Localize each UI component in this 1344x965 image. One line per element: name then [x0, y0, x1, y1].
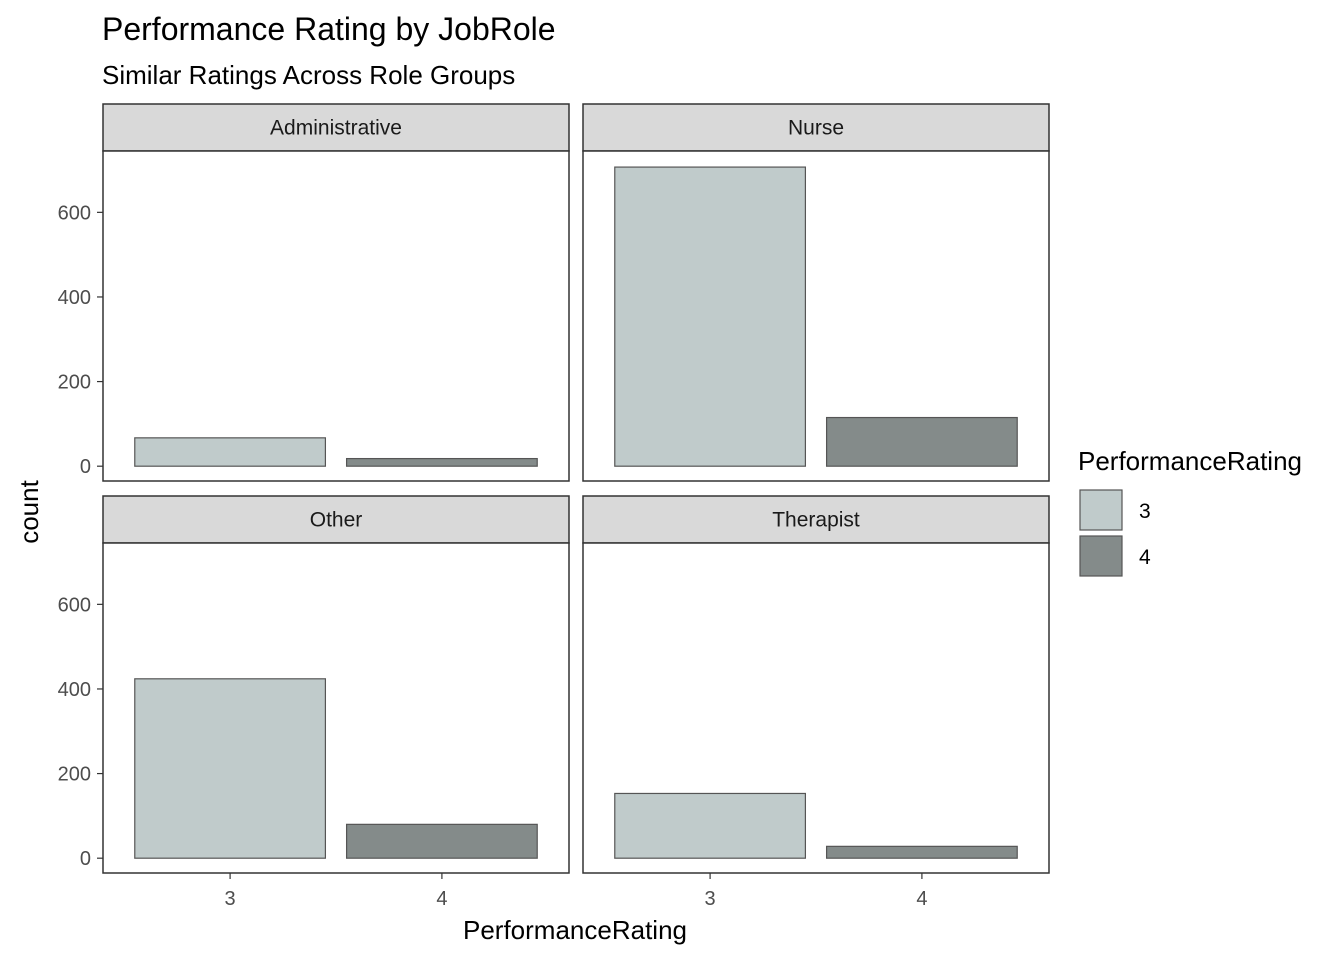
y-tick-label: 400: [58, 287, 91, 309]
facet-strip: [102, 103, 570, 152]
facet-strip-label: Administrative: [270, 117, 402, 140]
x-axis-title: PerformanceRating: [463, 915, 687, 945]
x-tick-label: 3: [225, 888, 236, 910]
panel-border: [102, 542, 570, 874]
y-tick-label: 600: [58, 594, 91, 616]
bar-therapist-rating-4: [825, 845, 1018, 859]
legend-label-3: 3: [1139, 500, 1151, 523]
y-tick-label: 400: [58, 679, 91, 701]
facet-panels: Administrative 0 200 400 600 Nurse Other 0 200 40…: [58, 103, 1050, 910]
facet-panel-therapist: Therapist 3 4: [582, 495, 1050, 910]
bar-other-rating-3: [134, 678, 327, 859]
bar-administrative-rating-3: [134, 437, 327, 467]
legend: PerformanceRating 3 4: [1078, 446, 1302, 577]
facet-panel-other: Other 0 200 400 600 3 4: [58, 495, 570, 910]
legend-key-3: [1079, 489, 1123, 531]
x-tick-label: 4: [436, 888, 447, 910]
bar-other-rating-4: [345, 823, 538, 859]
bar-administrative-rating-4: [345, 457, 538, 467]
legend-label-4: 4: [1139, 546, 1151, 569]
facet-strip-label: Other: [310, 509, 363, 532]
y-axis-title: count: [14, 479, 44, 543]
facet-strip-label: Nurse: [788, 117, 844, 140]
panel-border: [582, 150, 1050, 482]
y-tick-label: 600: [58, 202, 91, 224]
y-tick-label: 0: [80, 456, 91, 478]
bar-nurse-rating-4: [825, 416, 1018, 467]
legend-title: PerformanceRating: [1078, 446, 1302, 476]
x-tick-label: 3: [705, 888, 716, 910]
panel-border: [102, 150, 570, 482]
panel-border: [582, 542, 1050, 874]
facet-panel-administrative: Administrative 0 200 400 600: [58, 103, 570, 482]
chart-title: Performance Rating by JobRole: [102, 11, 556, 47]
y-tick-label: 200: [58, 372, 91, 394]
y-tick-label: 0: [80, 848, 91, 870]
panel-background: [103, 151, 569, 481]
chart-subtitle: Similar Ratings Across Role Groups: [102, 60, 515, 90]
bar-nurse-rating-3: [614, 166, 807, 467]
facet-strip-label: Therapist: [772, 509, 860, 532]
facet-panel-nurse: Nurse: [582, 103, 1050, 482]
facet-strip: [102, 495, 570, 544]
facet-strip: [582, 495, 1050, 544]
x-tick-label: 4: [916, 888, 927, 910]
legend-key-4: [1079, 535, 1123, 577]
y-tick-label: 200: [58, 764, 91, 786]
bar-therapist-rating-3: [614, 792, 807, 859]
